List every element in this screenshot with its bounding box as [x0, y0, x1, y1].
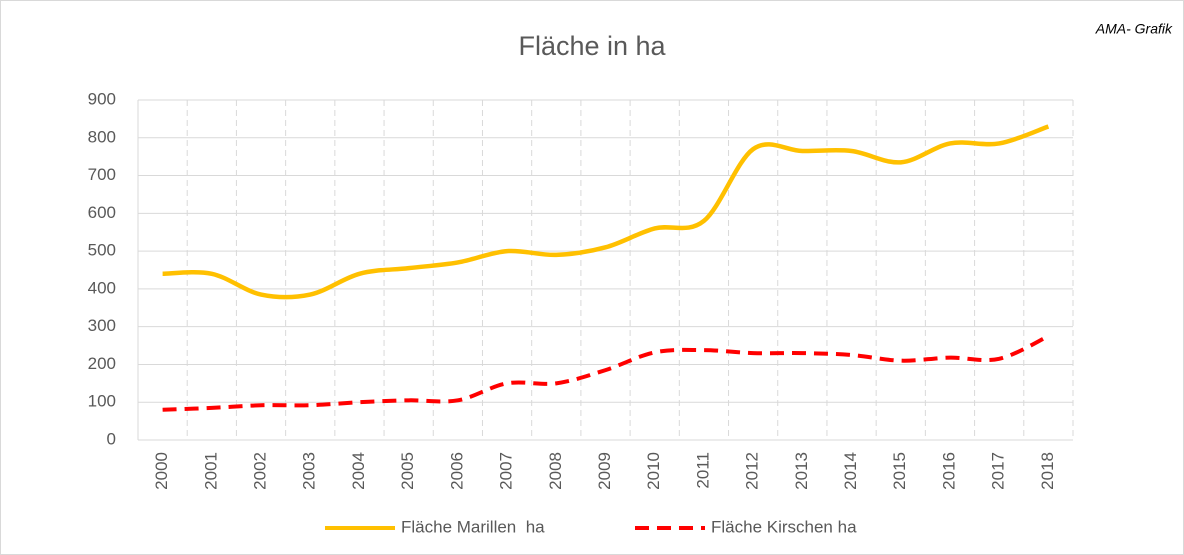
- x-tick-label: 2014: [841, 452, 860, 490]
- x-tick-label: 2008: [546, 452, 565, 490]
- y-tick-label: 600: [88, 203, 116, 222]
- annotation: AMA- Grafik: [1095, 21, 1173, 37]
- x-tick-label: 2018: [1038, 452, 1057, 490]
- y-tick-label: 800: [88, 127, 116, 146]
- y-tick-label: 100: [88, 392, 116, 411]
- y-tick-label: 500: [88, 241, 116, 260]
- y-tick-label: 400: [88, 278, 116, 297]
- x-tick-label: 2015: [890, 452, 909, 490]
- x-tick-label: 2013: [792, 452, 811, 490]
- y-tick-label: 900: [88, 89, 116, 108]
- x-tick-label: 2012: [743, 452, 762, 490]
- x-tick-label: 2009: [595, 452, 614, 490]
- y-tick-label: 300: [88, 316, 116, 335]
- x-tick-label: 2001: [201, 452, 220, 490]
- x-tick-label: 2007: [497, 452, 516, 490]
- chart-title: Fläche in ha: [518, 31, 666, 61]
- y-tick-label: 700: [88, 165, 116, 184]
- x-tick-label: 2006: [447, 452, 466, 490]
- x-tick-label: 2016: [939, 452, 958, 490]
- y-tick-label: 200: [88, 354, 116, 373]
- series-line: [162, 334, 1050, 412]
- legend-label: Fläche Kirschen ha: [711, 517, 857, 536]
- x-tick-label: 2017: [989, 452, 1008, 490]
- x-tick-label: 2000: [152, 452, 171, 490]
- x-tick-label: 2004: [349, 452, 368, 490]
- x-tick-label: 2002: [251, 452, 270, 490]
- x-tick-label: 2011: [693, 452, 712, 489]
- x-tick-label: 2005: [398, 452, 417, 490]
- legend-label: Fläche Marillen ha: [401, 517, 545, 536]
- x-tick-label: 2003: [300, 452, 319, 490]
- series-line: [162, 124, 1050, 300]
- x-tick-label: 2010: [644, 452, 663, 490]
- y-tick-label: 0: [107, 429, 116, 448]
